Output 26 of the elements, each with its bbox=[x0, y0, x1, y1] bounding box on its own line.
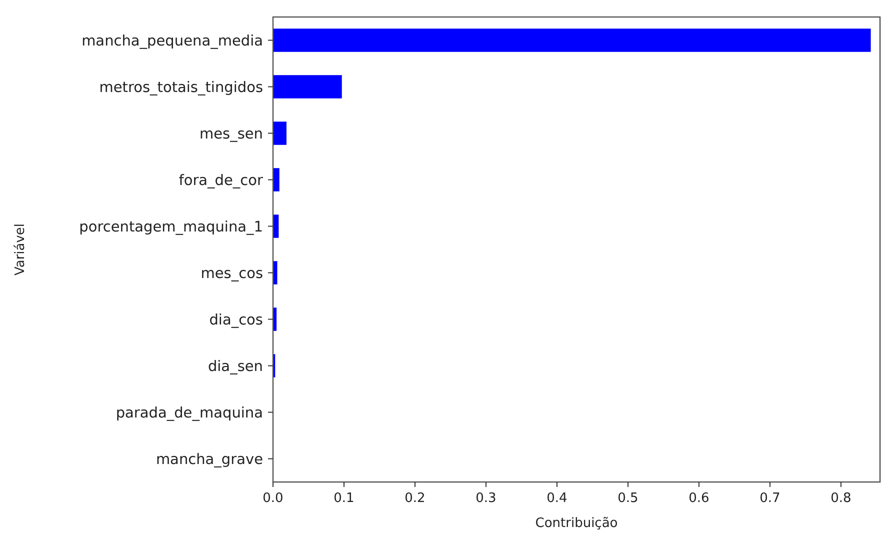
y-tick-label: metros_totais_tingidos bbox=[99, 80, 263, 96]
bar bbox=[273, 168, 280, 192]
x-tick-label: 0.0 bbox=[262, 491, 284, 506]
y-tick-label: dia_sen bbox=[208, 358, 263, 375]
bar bbox=[273, 122, 286, 145]
x-tick-label: 0.5 bbox=[618, 491, 638, 506]
x-tick-label: 0.8 bbox=[830, 491, 852, 506]
x-tick-label: 0.4 bbox=[546, 491, 568, 506]
x-tick-label: 0.7 bbox=[760, 491, 780, 506]
y-axis-title: Variável bbox=[13, 223, 28, 276]
y-tick-label: mes_cos bbox=[200, 266, 263, 282]
x-axis-title: Contribuição bbox=[535, 516, 618, 531]
y-tick-label: porcentagem_maquina_1 bbox=[79, 219, 263, 236]
bar bbox=[273, 261, 278, 284]
y-tick-label: parada_de_maquina bbox=[116, 405, 263, 422]
x-tick-label: 0.1 bbox=[334, 491, 354, 506]
y-tick-label: mes_sen bbox=[199, 126, 263, 142]
x-tick-label: 0.3 bbox=[476, 491, 496, 506]
y-tick-label: mancha_pequena_media bbox=[82, 33, 263, 50]
bar bbox=[273, 28, 871, 52]
x-tick-label: 0.6 bbox=[688, 491, 710, 506]
bar bbox=[273, 75, 342, 98]
y-tick-label: mancha_grave bbox=[156, 452, 264, 468]
x-tick-label: 0.2 bbox=[404, 491, 426, 506]
y-tick-label: fora_de_cor bbox=[178, 172, 264, 189]
y-tick-label: dia_cos bbox=[209, 312, 263, 328]
